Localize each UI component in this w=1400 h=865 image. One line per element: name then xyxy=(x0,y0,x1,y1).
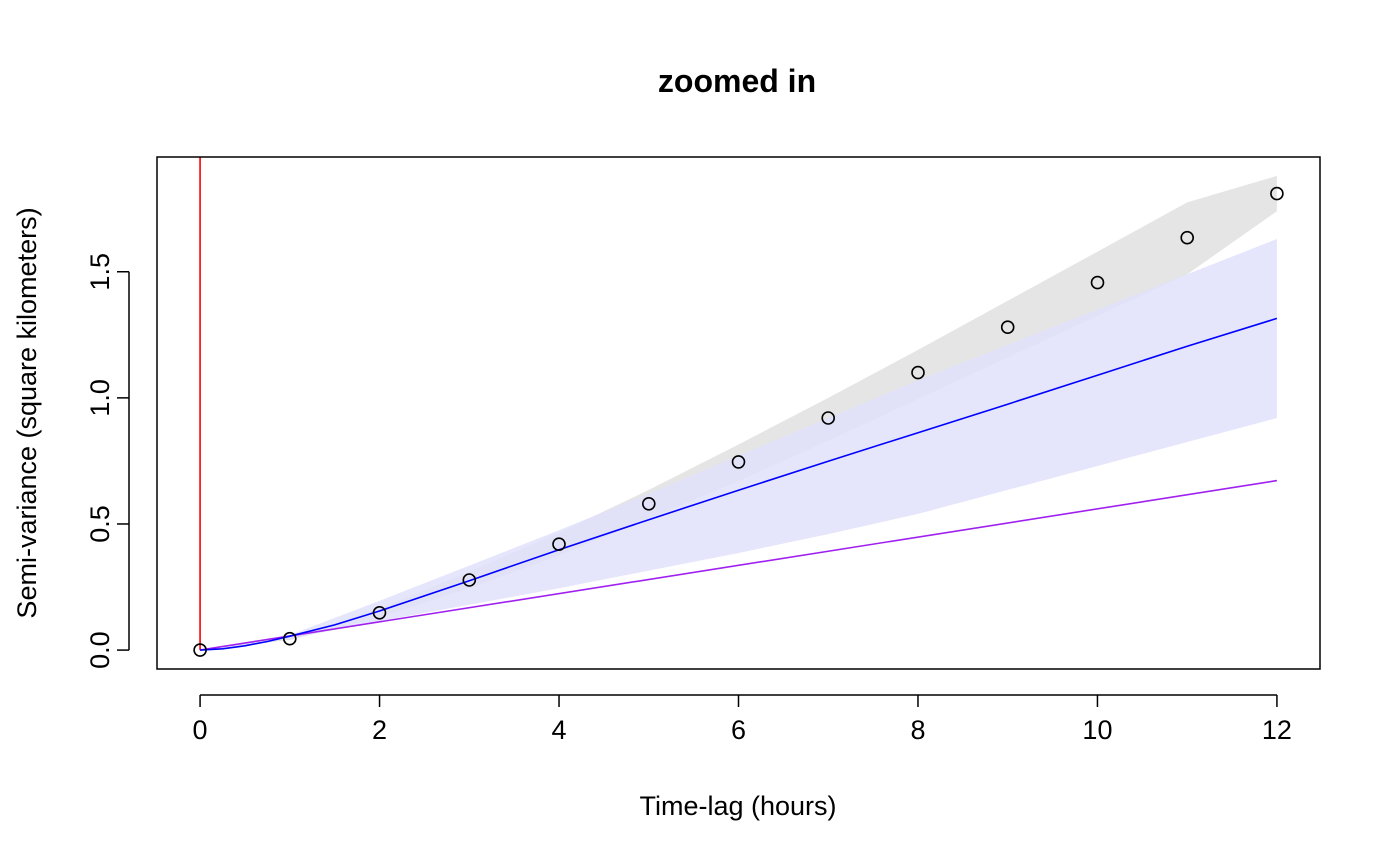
plot-area xyxy=(193,157,1284,657)
data-point xyxy=(552,537,566,552)
y-tick-label: 0.5 xyxy=(85,505,115,543)
data-point xyxy=(731,455,746,469)
chart-title: zoomed in xyxy=(658,63,816,99)
data-point xyxy=(641,496,656,511)
y-tick-label: 1.5 xyxy=(85,253,115,291)
data-point xyxy=(193,643,207,657)
axes: 0 2 4 6 8 10 12 0.0 0.5 1.0 1.5 xyxy=(85,253,1292,745)
y-tick-label: 0.0 xyxy=(85,631,115,669)
x-tick-label: 6 xyxy=(731,715,746,745)
x-tick-label: 12 xyxy=(1262,715,1292,745)
data-point xyxy=(372,605,387,620)
x-axis-label: Time-lag (hours) xyxy=(639,791,836,821)
plot-frame xyxy=(156,156,1321,670)
model-confidence-band xyxy=(200,239,1277,651)
data-point xyxy=(1270,186,1284,201)
x-tick-label: 4 xyxy=(552,715,567,745)
x-tick-label: 2 xyxy=(372,715,387,745)
data-point xyxy=(462,573,477,587)
data-point xyxy=(1090,275,1105,290)
x-tick-label: 8 xyxy=(910,715,925,745)
y-tick-label: 1.0 xyxy=(85,379,115,417)
x-tick-label: 0 xyxy=(193,715,208,745)
data-point xyxy=(1000,320,1015,335)
y-axis-label: Semi-variance (square kilometers) xyxy=(12,207,42,618)
data-point xyxy=(1180,230,1194,245)
data-point xyxy=(282,631,297,646)
data-point xyxy=(821,411,836,425)
x-tick-label: 10 xyxy=(1082,715,1112,745)
purple-model-line xyxy=(199,479,1278,651)
empirical-confidence-band xyxy=(200,175,1277,651)
data-point xyxy=(911,365,925,380)
